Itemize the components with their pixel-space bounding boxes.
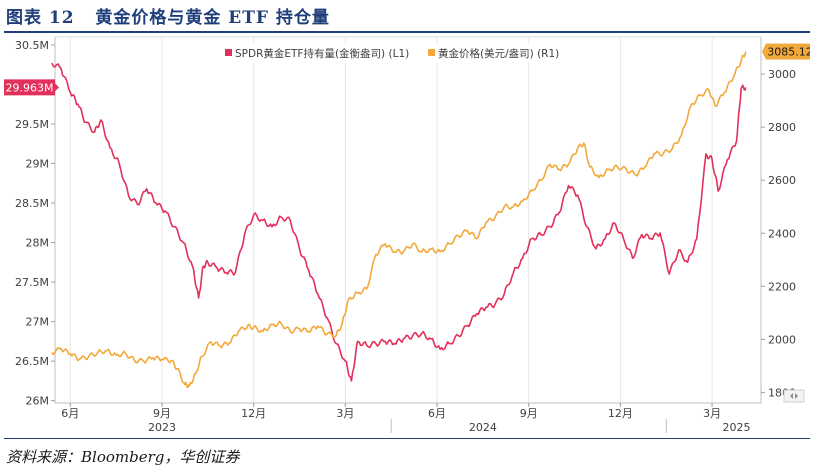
figure-title: 图表 12 黄金价格与黄金 ETF 持仓量 xyxy=(6,3,330,28)
left-axis-tick-label: 27M xyxy=(26,316,50,329)
x-tick-label: 6月 xyxy=(428,407,446,420)
scroll-arrows-control[interactable] xyxy=(783,389,805,403)
figure-title-text: 黄金价格与黄金 ETF 持仓量 xyxy=(95,8,330,28)
gold-price-line xyxy=(51,51,747,389)
series-group xyxy=(51,51,747,389)
gold-last-value-pointer xyxy=(762,43,766,60)
title-rule xyxy=(4,31,810,33)
year-label: 2024 xyxy=(469,421,497,434)
etf-last-value-label: 29.963M xyxy=(6,81,54,94)
right-axis-tick-label: 2200 xyxy=(768,280,796,293)
source-rule xyxy=(4,438,810,439)
left-axis-tick-label: 28.5M xyxy=(15,197,49,210)
plot-area xyxy=(54,36,762,404)
left-axis-tick-label: 27.5M xyxy=(15,276,49,289)
legend-background xyxy=(219,43,597,63)
left-axis-tick-label: 28M xyxy=(26,237,50,250)
scroll-arrows-icon xyxy=(790,393,798,399)
etf-last-value-box xyxy=(4,79,55,96)
year-label: 2025 xyxy=(723,421,751,434)
x-tick-label: 12月 xyxy=(241,407,266,420)
etf-holdings-line xyxy=(51,62,747,382)
left-axis-tick-label: 26M xyxy=(26,395,50,408)
figure-label: 图表 12 xyxy=(6,8,75,28)
dual-axis-line-chart: 30.5M30M29.5M29M28.5M28M27.5M27M26.5M26M… xyxy=(4,35,814,437)
x-tick-label: 6月 xyxy=(61,407,79,420)
legend: SPDR黄金ETF持有量(金衡盎司) (L1) 黄金价格(美元/盎司) (R1) xyxy=(219,43,597,63)
gold-last-value-box xyxy=(766,43,814,60)
legend-label-etf: SPDR黄金ETF持有量(金衡盎司) (L1) xyxy=(235,47,409,60)
right-axis-tick-label: 2800 xyxy=(768,121,796,134)
left-axis-tick-label: 26.5M xyxy=(15,355,49,368)
etf-last-value-pointer xyxy=(55,83,59,92)
x-axis: 6月 9月 12月 3月 6月 9月 12月 3月 2023 2024 2025 xyxy=(55,402,761,434)
scroll-arrows-box[interactable] xyxy=(783,389,805,403)
x-tick-label: 9月 xyxy=(153,407,171,420)
left-axis-tick-label: 30.5M xyxy=(15,39,49,52)
legend-swatch-gold xyxy=(428,49,435,56)
source-note: 资料来源：Bloomberg，华创证券 xyxy=(6,448,240,466)
legend-label-gold: 黄金价格(美元/盎司) (R1) xyxy=(438,47,559,60)
chart-frame: 30.5M30M29.5M29M28.5M28M27.5M27M26.5M26M… xyxy=(4,35,814,437)
left-axis-tick-label: 29M xyxy=(26,157,50,170)
legend-swatch-etf xyxy=(225,49,232,56)
left-axis-tick-label: 29.5M xyxy=(15,118,49,131)
last-value-callouts: 29.963M 3085.12 xyxy=(4,43,814,96)
year-label: 2023 xyxy=(148,421,176,434)
x-tick-label: 3月 xyxy=(703,407,721,420)
right-axis-tick-label: 3000 xyxy=(768,68,796,81)
right-axis-tick-label: 2000 xyxy=(768,333,796,346)
right-axis-tick-label: 2400 xyxy=(768,227,796,240)
x-tick-label: 3月 xyxy=(336,407,354,420)
x-tick-label: 9月 xyxy=(520,407,538,420)
right-axis-tick-label: 2600 xyxy=(768,174,796,187)
gold-last-value-label: 3085.12 xyxy=(767,46,810,59)
x-tick-label: 12月 xyxy=(608,407,633,420)
